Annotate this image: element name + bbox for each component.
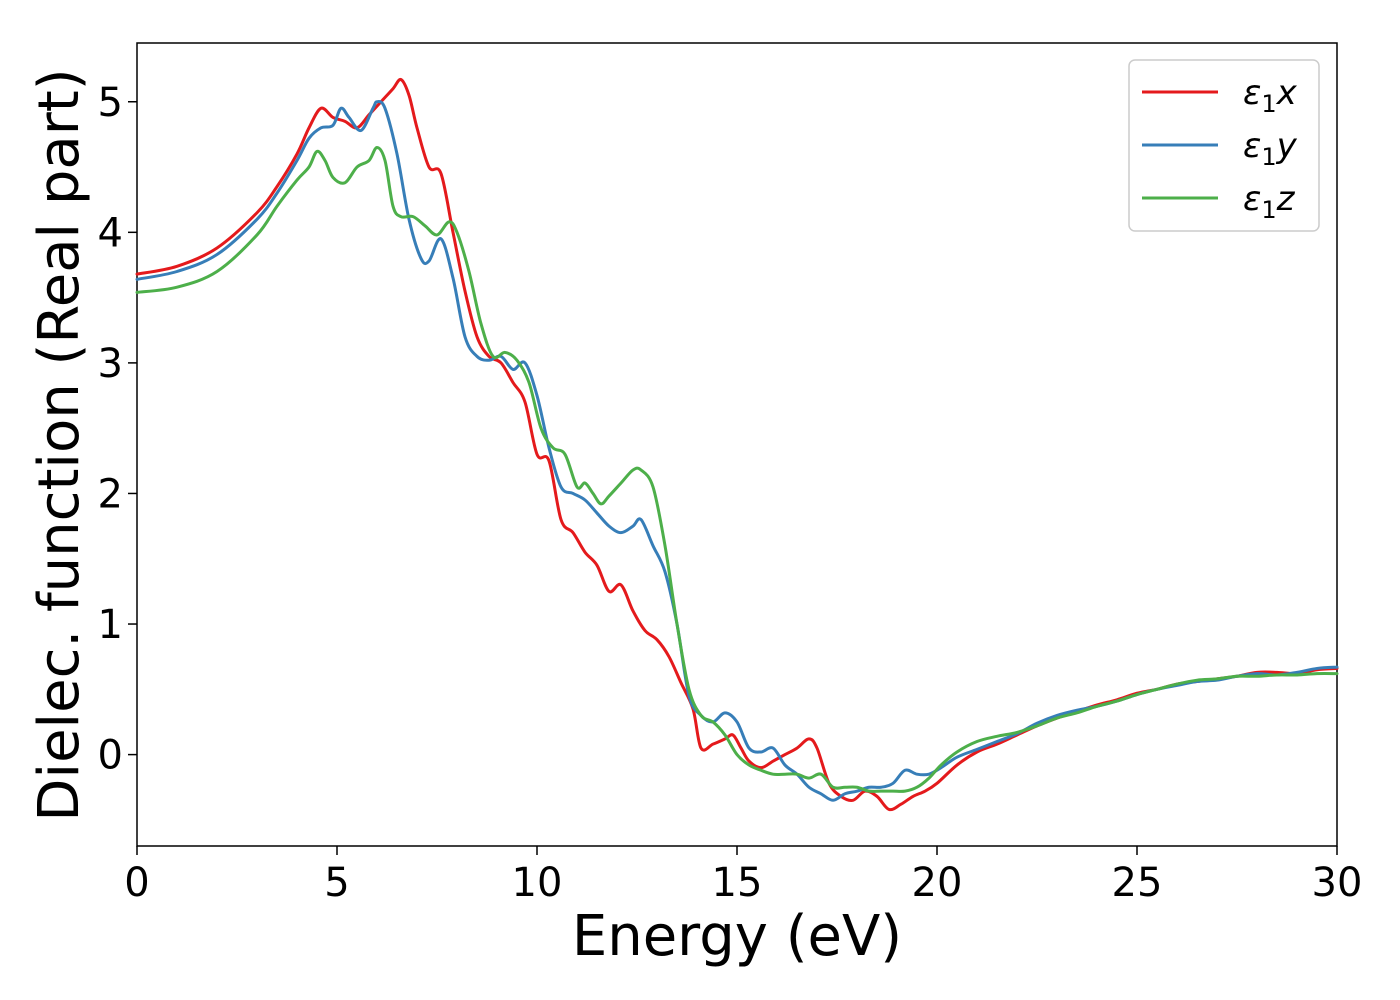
y-tick-label: 5	[98, 80, 123, 126]
x-tick-label: 30	[1312, 860, 1363, 906]
series-layer	[135, 77, 1339, 812]
x-tick-label: 10	[512, 860, 563, 906]
series-line-z	[135, 145, 1339, 793]
legend: ε1x ε1y ε1z	[1128, 59, 1320, 232]
y-axis-title: Dielec. function (Real part)	[27, 68, 92, 821]
y-tick-label: 0	[98, 733, 123, 779]
legend-label-z: ε1z	[1243, 179, 1296, 224]
x-tick-label: 25	[1112, 860, 1163, 906]
x-tick-label: 0	[124, 860, 149, 906]
series-line-y	[135, 100, 1339, 802]
x-axis-title: Energy (eV)	[572, 904, 902, 969]
y-tick-label: 1	[98, 602, 123, 648]
x-axis: 0 5 10 15 20 25 30	[124, 846, 1362, 906]
y-tick-label: 4	[98, 210, 123, 256]
legend-label-y: ε1y	[1243, 126, 1298, 171]
y-tick-label: 2	[98, 471, 123, 517]
x-tick-label: 5	[324, 860, 349, 906]
legend-label-x: ε1x	[1243, 73, 1298, 118]
y-axis: 0 1 2 3 4 5	[98, 80, 137, 779]
y-tick-label: 3	[98, 341, 123, 387]
x-tick-label: 15	[712, 860, 763, 906]
legend-box	[1128, 59, 1320, 232]
x-tick-label: 20	[912, 860, 963, 906]
